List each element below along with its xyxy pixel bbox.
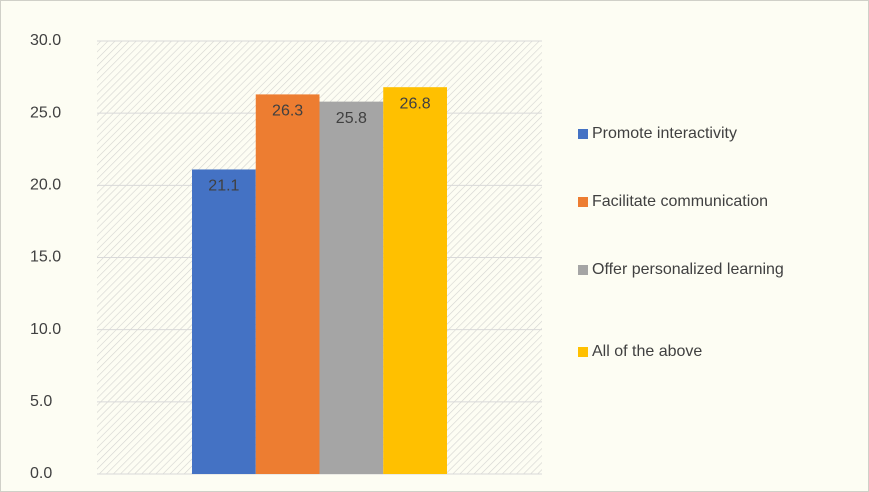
y-tick-label: 10.0	[30, 321, 61, 338]
legend-label: All of the above	[592, 343, 702, 360]
data-label: 26.3	[272, 103, 303, 120]
bar	[319, 101, 384, 475]
bar	[255, 94, 320, 475]
legend-label: Facilitate communication	[592, 193, 768, 210]
y-tick-label: 25.0	[30, 104, 61, 121]
data-label: 26.8	[400, 95, 431, 112]
y-tick-label: 20.0	[30, 177, 61, 194]
bar	[192, 169, 256, 474]
y-tick-label: 5.0	[30, 393, 52, 410]
legend-swatch	[578, 265, 588, 275]
legend-label: Offer personalized learning	[592, 261, 784, 278]
data-label: 25.8	[336, 110, 367, 127]
legend-swatch	[578, 197, 588, 207]
legend-swatch	[578, 347, 588, 357]
y-tick-label: 15.0	[30, 249, 61, 266]
legend-swatch	[578, 129, 588, 139]
data-label: 21.1	[208, 178, 239, 195]
y-tick-label: 0.0	[30, 465, 52, 482]
bar	[383, 87, 447, 474]
legend-label: Promote interactivity	[592, 125, 737, 142]
y-tick-label: 30.0	[30, 32, 61, 49]
